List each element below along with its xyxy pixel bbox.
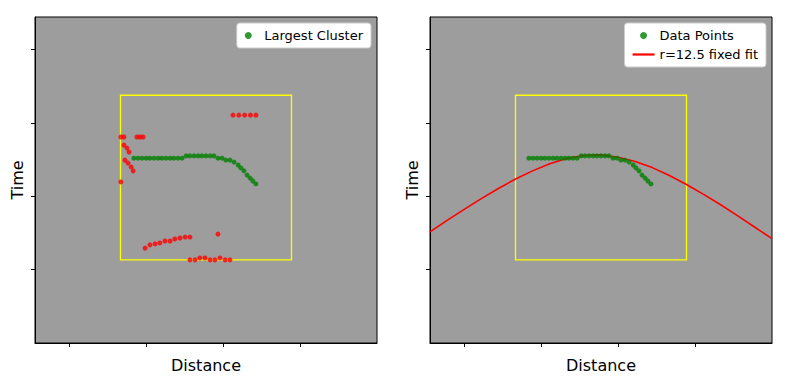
svg-text:r=12.5 fixed fit: r=12.5 fixed fit [660, 47, 758, 62]
svg-text:Largest Cluster: Largest Cluster [264, 28, 363, 43]
svg-text:Time: Time [8, 160, 27, 200]
svg-text:Time: Time [403, 160, 422, 200]
svg-text:Data Points: Data Points [660, 28, 734, 43]
svg-text:Distance: Distance [566, 356, 636, 375]
svg-text:Distance: Distance [171, 356, 241, 375]
